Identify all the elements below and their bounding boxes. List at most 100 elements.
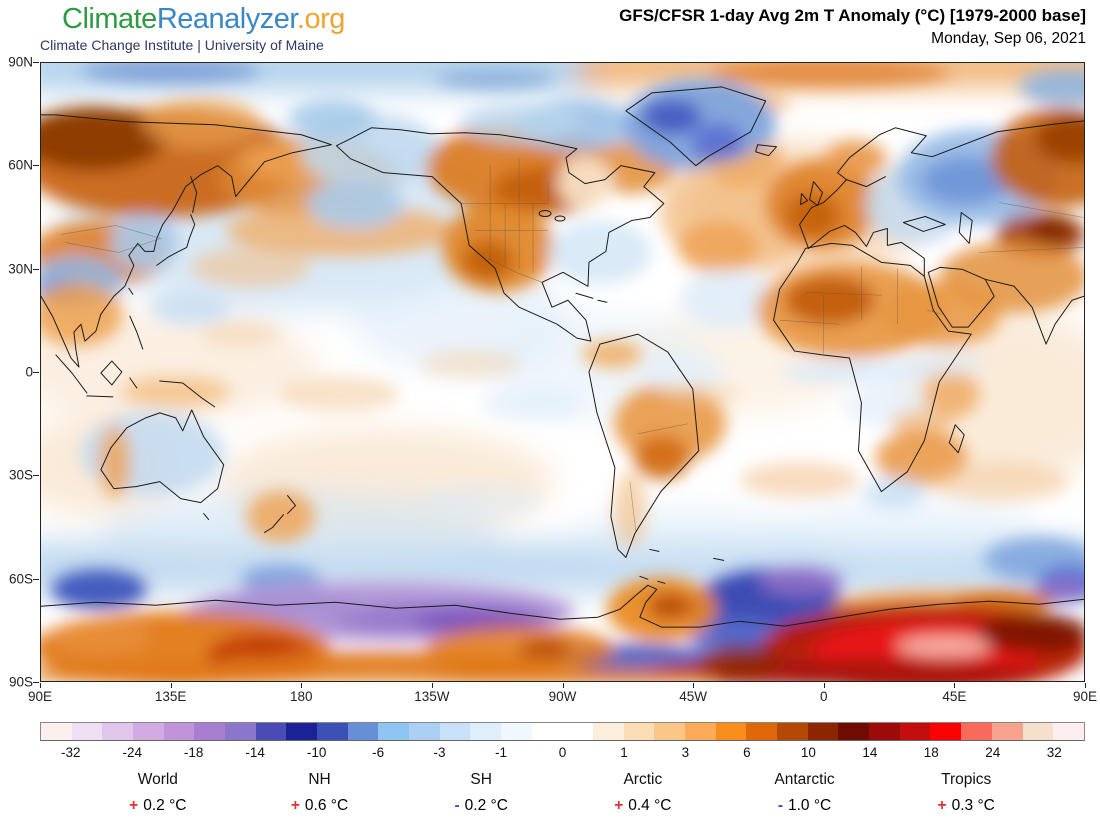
colorbar-cell: [501, 723, 532, 740]
stat-sign: +: [614, 797, 624, 814]
stat-region: Arctic +0.4 °C: [562, 771, 724, 815]
region-anomaly-stats: World +0.2 °C NH +0.6 °C SH -0.2 °C Arctic +0.4…: [77, 771, 1047, 815]
lat-tick: [33, 165, 39, 167]
stat-region: Tropics +0.3 °C: [885, 771, 1047, 815]
stat-region-label: Arctic: [623, 771, 663, 788]
lat-label: 60N: [8, 157, 33, 173]
colorbar-cell: [439, 723, 471, 740]
colorbar-cell: [378, 723, 410, 740]
stat-region: World +0.2 °C: [77, 771, 239, 815]
map-date: Monday, Sep 06, 2021: [931, 30, 1086, 47]
colorbar-tick-label: 32: [1046, 745, 1062, 760]
lon-label: 90E: [27, 689, 53, 704]
political-borders: [60, 158, 1084, 532]
colorbar-cell: [869, 723, 900, 740]
lon-label: 135E: [154, 689, 187, 704]
colorbar-cell: [623, 723, 655, 740]
site-logo[interactable]: ClimateReanalyzer.org: [62, 3, 345, 36]
stat-number: 0.2 °C: [464, 797, 508, 814]
lat-label: 30N: [8, 261, 33, 277]
map-title: GFS/CFSR 1-day Avg 2m T Anomaly (°C) [19…: [619, 6, 1086, 25]
colorbar-cell: [163, 723, 195, 740]
stat-number: 1.0 °C: [787, 797, 832, 814]
stat-region: NH +0.6 °C: [239, 771, 401, 815]
colorbar-cell: [654, 723, 686, 740]
stat-sign: +: [129, 797, 139, 814]
colorbar-tick-label: 10: [800, 745, 816, 760]
stat-number: 0.3 °C: [951, 797, 995, 814]
lon-tick: [170, 683, 172, 688]
lat-tick: [33, 268, 39, 270]
colorbar-cell: [1053, 723, 1084, 740]
lon-label: 45W: [679, 689, 708, 704]
colorbar-cell: [593, 723, 624, 740]
colorbar-cell: [562, 723, 594, 740]
lat-tick: [33, 62, 39, 63]
colorbar-cell: [746, 723, 778, 740]
colorbar-cell: [838, 723, 870, 740]
lon-tick: [431, 683, 433, 688]
lat-label: 30S: [8, 467, 33, 483]
lat-label: 90S: [8, 674, 33, 690]
lon-label: 90E: [1072, 689, 1098, 704]
colorbar-tick-label: 18: [923, 745, 939, 760]
stat-sign: -: [454, 797, 460, 814]
stat-region-value: -1.0 °C: [724, 797, 886, 815]
colorbar-tick-label: 24: [985, 745, 1001, 760]
colorbar-cell: [286, 723, 318, 740]
colorbar-cell: [102, 723, 134, 740]
longitude-axis: 90E 135E 180 135W 90W 45W 0 45E 90E: [28, 689, 1097, 705]
stat-sign: +: [937, 797, 947, 814]
colorbar-cell: [715, 723, 747, 740]
stat-region-value: +0.6 °C: [239, 797, 401, 815]
stat-region: SH -0.2 °C: [400, 771, 562, 815]
stat-number: 0.6 °C: [304, 797, 349, 814]
anomaly-map-svg: [41, 63, 1084, 681]
colorbar-cell: [531, 723, 563, 740]
stat-region-label: World: [137, 771, 178, 788]
stat-region-value: -0.2 °C: [400, 797, 562, 815]
colorbar-cell: [194, 723, 226, 740]
stat-region: Antarctic -1.0 °C: [724, 771, 886, 815]
lat-label: 0: [25, 364, 33, 380]
colorbar-cell: [807, 723, 839, 740]
colorbar-cell: [991, 723, 1023, 740]
colorbar-tick-label: -10: [306, 745, 327, 760]
lon-tick: [301, 683, 303, 688]
colorbar: [40, 722, 1085, 741]
colorbar-cell: [225, 723, 256, 740]
latitude-axis: 90N 60N 30N 0 30S 60S 90S: [0, 55, 36, 690]
colorbar-tick-label: -1: [495, 745, 508, 760]
lon-label: 0: [819, 689, 828, 704]
site-tagline: Climate Change Institute | University of…: [40, 37, 324, 53]
colorbar-cell: [347, 723, 379, 740]
stat-region-label: Tropics: [941, 771, 992, 788]
lon-label: 90W: [548, 689, 577, 704]
stat-sign: -: [777, 797, 783, 814]
lon-label: 180: [289, 689, 313, 704]
colorbar-tick-label: -24: [122, 745, 142, 760]
stat-region-value: +0.3 °C: [885, 797, 1047, 815]
logo-org: .org: [296, 3, 345, 35]
lon-tick: [1085, 683, 1086, 688]
lat-label: 60S: [8, 571, 33, 587]
colorbar-tick-label: -32: [60, 745, 81, 760]
colorbar-cell: [1022, 723, 1054, 740]
lon-tick: [693, 683, 695, 688]
colorbar-tick-label: -6: [372, 745, 385, 760]
anomaly-features: [41, 63, 1084, 681]
colorbar-tick-label: 6: [743, 745, 751, 760]
stat-region-label: Antarctic: [774, 771, 835, 788]
logo-climate: Climate: [62, 3, 157, 35]
colorbar-tick-label: -3: [433, 745, 446, 760]
colorbar-tick-label: -14: [245, 745, 265, 760]
lon-tick: [823, 683, 825, 688]
lon-tick: [40, 683, 41, 688]
coastlines: [41, 86, 1084, 628]
colorbar-tick-label: -18: [183, 745, 204, 760]
lat-label: 90N: [8, 54, 33, 70]
colorbar-cell: [685, 723, 716, 740]
colorbar-tick-label: 3: [681, 745, 690, 760]
title-block: GFS/CFSR 1-day Avg 2m T Anomaly (°C) [19…: [619, 6, 1086, 48]
